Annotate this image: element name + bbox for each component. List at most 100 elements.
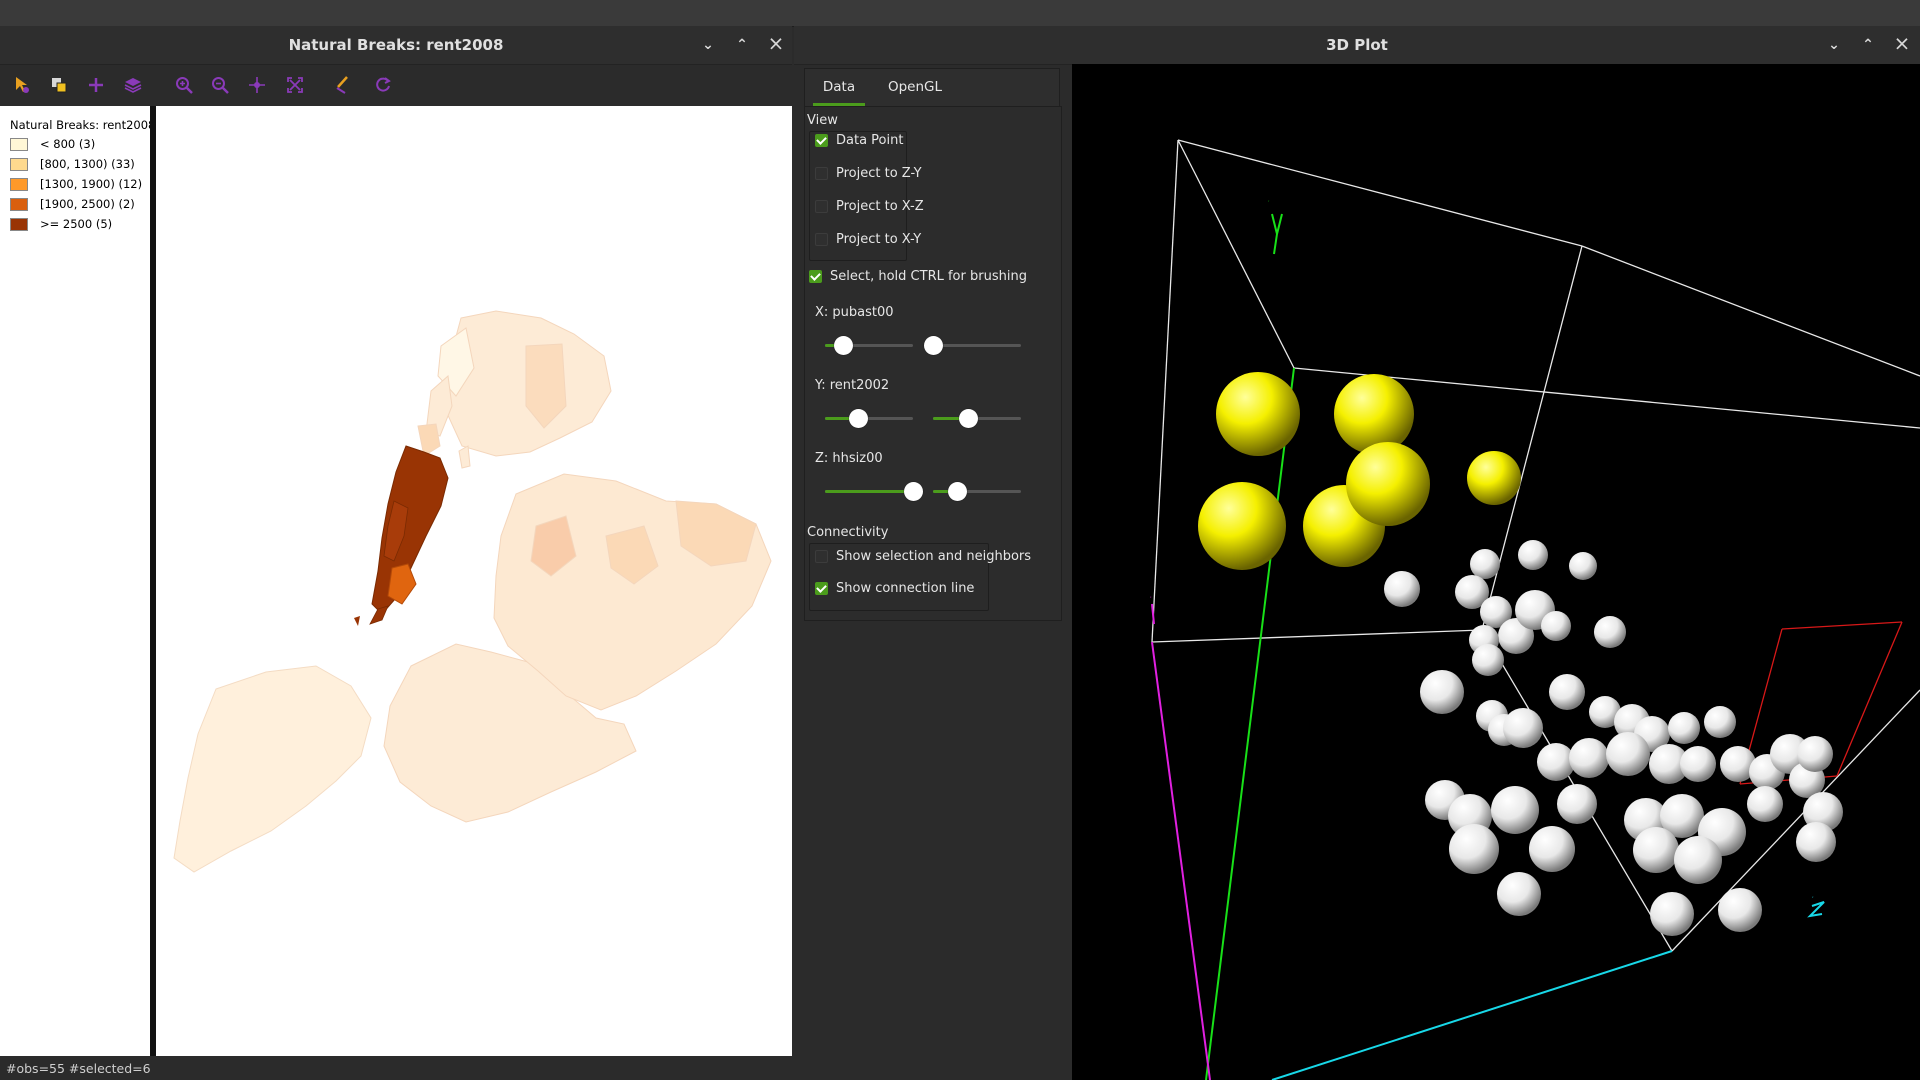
select-icon[interactable] — [10, 73, 34, 97]
data-point — [1541, 611, 1571, 641]
checkbox-box — [815, 550, 828, 563]
data-point — [1557, 784, 1597, 824]
map-region — [675, 500, 757, 567]
tab-data[interactable]: Data — [822, 79, 856, 95]
maximize-icon[interactable]: ⌃ — [1862, 37, 1874, 53]
data-point — [1674, 836, 1722, 884]
x-axis-label: X — [1150, 597, 1152, 599]
slider-knob[interactable] — [834, 336, 853, 355]
legend-swatch — [10, 197, 28, 211]
map-region — [605, 525, 659, 585]
data-point — [1668, 712, 1700, 744]
x-max-slider[interactable] — [924, 335, 1021, 355]
add-icon[interactable] — [84, 73, 108, 97]
x-min-slider[interactable] — [825, 335, 913, 355]
z-max-slider[interactable] — [933, 481, 1021, 501]
data-point — [1449, 824, 1499, 874]
checkbox-box — [815, 233, 828, 246]
checkbox-box — [815, 134, 828, 147]
minimize-icon[interactable]: ⌄ — [1828, 37, 1840, 53]
project-xy-checkbox[interactable]: Project to X-Y — [815, 232, 921, 247]
data-tab-panel: View Data Point Project to Z-Y Project t… — [804, 106, 1062, 621]
data-point — [1455, 575, 1489, 609]
show-neighbors-checkbox[interactable]: Show selection and neighbors — [815, 549, 1031, 564]
legend-item[interactable]: >= 2500 (5) — [10, 216, 112, 232]
z-min-fill — [825, 490, 913, 493]
checkbox-box — [815, 200, 828, 213]
legend-title: Natural Breaks: rent2008 — [10, 118, 156, 132]
data-point-checkbox[interactable]: Data Point — [815, 133, 903, 148]
data-point — [1704, 706, 1736, 738]
close-icon[interactable]: ⨉ — [1896, 37, 1908, 53]
legend-item[interactable]: [800, 1300) (33) — [10, 156, 135, 172]
y-max-slider[interactable] — [933, 408, 1021, 428]
legend-item[interactable]: [1900, 2500) (2) — [10, 196, 135, 212]
data-point — [1503, 708, 1543, 748]
map-legend: Natural Breaks: rent2008 < 800 (3) [800,… — [0, 106, 155, 1056]
z-axis-line — [1271, 950, 1673, 1080]
refresh-icon[interactable] — [371, 73, 395, 97]
data-point — [1594, 616, 1626, 648]
legend-splitter[interactable] — [150, 106, 156, 1056]
panel-tabs: Data OpenGL — [804, 68, 1060, 108]
legend-item[interactable]: [1300, 1900) (12) — [10, 176, 142, 192]
z-max-fill — [933, 490, 957, 493]
zoom-out-icon[interactable] — [208, 73, 232, 97]
y-axis-label: Y — [1268, 201, 1270, 203]
close-icon[interactable]: ⨉ — [770, 37, 782, 53]
data-point — [1720, 746, 1756, 782]
legend-item-label: < 800 (3) — [40, 137, 96, 151]
tab-opengl[interactable]: OpenGL — [887, 79, 943, 95]
selection-mode-icon[interactable] — [47, 73, 71, 97]
legend-item-label: [1900, 2500) (2) — [40, 197, 135, 211]
slider-knob[interactable] — [849, 409, 868, 428]
legend-swatch — [10, 217, 28, 231]
layers-icon[interactable] — [121, 73, 145, 97]
select-brushing-checkbox[interactable]: Select, hold CTRL for brushing — [809, 269, 1027, 284]
map-region-selected — [369, 605, 389, 625]
legend-item[interactable]: < 800 (3) — [10, 136, 95, 152]
legend-swatch — [10, 137, 28, 151]
minimize-icon[interactable]: ⌄ — [702, 37, 714, 53]
legend-item-label: [800, 1300) (33) — [40, 157, 135, 171]
connectivity-group-label: Connectivity — [807, 525, 889, 540]
slider-knob[interactable] — [959, 409, 978, 428]
connectivity-group-box — [809, 543, 989, 611]
legend-swatch — [10, 177, 28, 191]
checkbox-box — [815, 582, 828, 595]
zoom-in-icon[interactable] — [172, 73, 196, 97]
checkbox-label: Project to Z-Y — [836, 166, 922, 181]
slider-knob[interactable] — [948, 482, 967, 501]
checkbox-label: Select, hold CTRL for brushing — [830, 269, 1027, 284]
data-point — [1633, 827, 1679, 873]
data-point — [1797, 736, 1833, 772]
maximize-icon[interactable]: ⌃ — [736, 37, 748, 53]
data-point — [1549, 674, 1585, 710]
y-min-slider[interactable] — [825, 408, 913, 428]
slider-knob[interactable] — [904, 482, 923, 501]
view-group-box — [809, 131, 907, 261]
3d-plot-window-title[interactable]: 3D Plot ⌄ ⌃ ⨉ — [794, 26, 1920, 65]
map-region — [525, 343, 567, 429]
project-xz-checkbox[interactable]: Project to X-Z — [815, 199, 924, 214]
brush-icon[interactable] — [331, 73, 355, 97]
slider-knob[interactable] — [924, 336, 943, 355]
3d-plot-canvas[interactable]: Y X Z — [1072, 64, 1920, 1080]
y-axis-line — [1205, 367, 1295, 1080]
map-canvas[interactable] — [156, 106, 792, 1056]
selected-data-point — [1346, 442, 1430, 526]
map-window-title-text: Natural Breaks: rent2008 — [288, 36, 504, 54]
show-connection-line-checkbox[interactable]: Show connection line — [815, 581, 974, 596]
map-region — [387, 563, 417, 605]
tab-data-underline — [813, 103, 865, 106]
data-point — [1680, 746, 1716, 782]
fit-extent-icon[interactable] — [283, 73, 307, 97]
map-window-title[interactable]: Natural Breaks: rent2008 ⌄ ⌃ ⨉ — [0, 26, 792, 65]
data-point — [1589, 696, 1621, 728]
pan-icon[interactable] — [245, 73, 269, 97]
data-point — [1569, 552, 1597, 580]
3d-plot-control-panel: Data OpenGL View Data Point Project to Z… — [800, 68, 1064, 623]
z-min-slider[interactable] — [825, 481, 923, 501]
project-zy-checkbox[interactable]: Project to Z-Y — [815, 166, 922, 181]
y-variable-label: Y: rent2002 — [815, 378, 890, 393]
